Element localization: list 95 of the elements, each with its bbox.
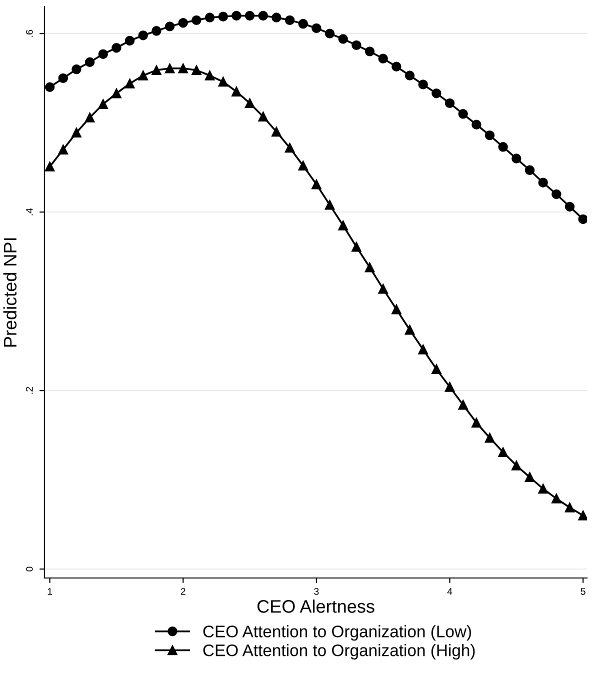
point [484,130,495,140]
point [98,99,108,109]
x-axis-title: CEO Alertness [257,600,374,613]
point [112,42,122,53]
point [432,88,442,98]
point [272,12,282,22]
point [192,65,202,76]
point [524,472,535,482]
point [404,325,415,335]
point [244,98,255,108]
point [538,484,548,494]
point [324,28,335,38]
point [564,502,575,512]
point [364,46,375,56]
point [112,88,122,98]
point [552,494,562,504]
point [138,30,148,40]
point [284,15,295,26]
point [352,40,362,50]
point [538,178,548,188]
point [338,220,348,230]
point [72,128,82,138]
point [458,400,468,410]
point [444,382,455,392]
point [138,70,148,80]
point [458,109,468,119]
point [578,214,588,224]
point [218,12,228,22]
point [498,142,508,152]
point [44,82,55,92]
point [164,64,175,74]
point [578,510,588,520]
point [124,36,135,46]
point [72,64,82,74]
point [178,64,188,74]
point [524,165,535,175]
point [124,78,135,88]
y-axis-title: Predicted NPI [3,238,17,347]
point [512,460,522,470]
point [232,10,242,21]
point [552,189,562,200]
point [152,65,162,76]
point [284,142,295,153]
point [258,10,268,21]
point [472,120,482,130]
point [444,98,455,108]
point [192,15,202,26]
y-tick-label: .2 [26,387,33,394]
point [84,57,95,67]
point [418,344,428,354]
point [338,34,348,44]
x-tick-label: 2 [180,588,186,595]
point [564,202,575,212]
x-tick-label: 5 [580,588,586,595]
legend-label: CEO Attention to Organization (Low) [203,625,472,641]
point [472,418,482,428]
point [258,112,268,122]
point [84,112,95,122]
y-tick-label: 0 [26,566,33,572]
point [44,162,55,172]
point [152,26,162,36]
point [404,70,415,80]
point [204,70,215,80]
point [484,433,495,443]
point [298,18,308,29]
x-tick-label: 1 [48,588,52,595]
point [364,262,375,272]
point [392,62,402,72]
point [58,144,68,154]
point [164,22,175,32]
point [418,80,428,90]
point [178,18,188,28]
point [298,160,308,171]
y-tick-label: .4 [26,208,33,216]
point [498,447,508,458]
point [312,23,322,34]
legend-label: CEO Attention to Organization (High) [203,644,475,660]
point [218,76,228,87]
point [352,242,362,252]
point [392,304,402,314]
x-tick-label: 4 [447,588,452,595]
point [378,54,388,64]
point [98,49,108,59]
point [244,10,255,21]
point [312,180,322,190]
point [432,364,442,374]
point [232,86,242,96]
y-tick-label: .6 [26,30,33,37]
point [512,154,522,164]
point [324,200,335,210]
point [378,284,388,294]
point [204,12,215,22]
point [58,73,68,84]
x-tick-label: 3 [314,588,319,595]
point [272,126,282,137]
